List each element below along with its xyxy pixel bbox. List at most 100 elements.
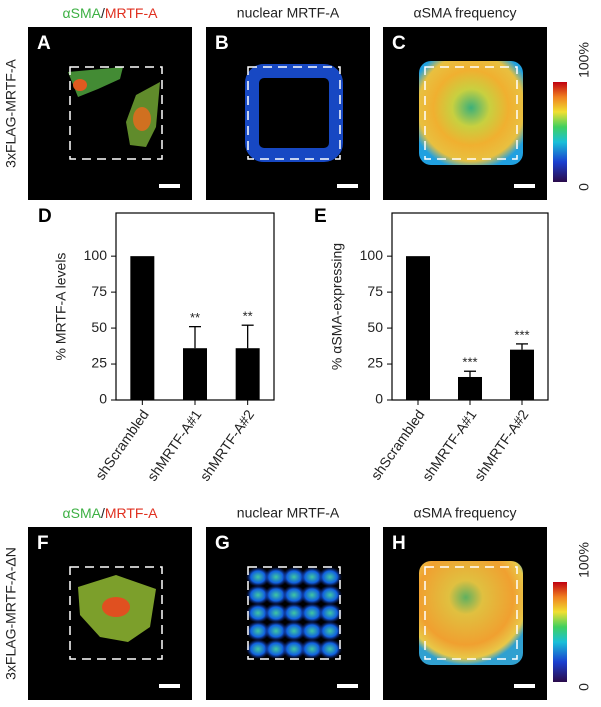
signal (300, 567, 324, 587)
signal (318, 567, 342, 587)
y-tick-label: 25 (91, 355, 107, 371)
signal (264, 603, 288, 623)
nucleus (73, 79, 87, 91)
signal (282, 603, 306, 623)
signal (246, 567, 270, 587)
micrograph (206, 27, 370, 200)
error-bar (241, 324, 254, 349)
signal (300, 585, 324, 605)
signal (245, 64, 343, 162)
signal (264, 621, 288, 641)
roi (69, 66, 163, 160)
image-title: αSMA frequency (413, 5, 516, 21)
panel-label: G (215, 533, 230, 554)
signal (300, 639, 324, 659)
significance: *** (514, 327, 529, 342)
error-bar (516, 343, 528, 350)
panel-label: F (37, 533, 49, 554)
signal (264, 585, 288, 605)
image-title: αSMA/MRTF-A (63, 5, 159, 21)
significance: *** (462, 355, 477, 370)
signal (300, 603, 324, 623)
signal (264, 567, 288, 587)
panel-label: D (38, 206, 52, 227)
y-axis-label: % MRTF-A levels (53, 253, 69, 361)
roi (424, 66, 518, 160)
bar (235, 348, 260, 400)
roi (69, 566, 163, 660)
signal (246, 603, 270, 623)
panel-label: E (314, 206, 327, 227)
error-bar (464, 370, 476, 377)
micrograph (28, 27, 192, 200)
title-part: MRTF-A (105, 5, 158, 21)
title-part: / (101, 5, 105, 21)
signal (264, 639, 288, 659)
signal (318, 585, 342, 605)
colorbar-label: 100% (576, 42, 592, 78)
signal (282, 567, 306, 587)
row-label: 3xFLAG-MRTF-A-ΔN (3, 547, 19, 680)
image-title: nuclear MRTF-A (237, 5, 340, 21)
x-tick-label: shScrambled (368, 407, 428, 483)
significance: ** (243, 309, 253, 324)
bar (183, 348, 207, 400)
x-tick-label: shMRTF-A#2 (471, 406, 532, 483)
signal (318, 621, 342, 641)
panel-label: C (392, 33, 406, 54)
roi (424, 566, 518, 660)
panel-label: B (215, 33, 229, 54)
y-tick-label: 0 (99, 391, 107, 407)
signal (246, 585, 270, 605)
bar (458, 376, 482, 400)
nucleus (102, 597, 130, 617)
bar (406, 256, 430, 400)
y-tick-label: 75 (367, 283, 383, 299)
y-tick-label: 50 (367, 319, 383, 335)
colorbar (553, 582, 567, 682)
roi (247, 566, 341, 660)
signal (318, 603, 342, 623)
image-title: αSMA frequency (413, 505, 516, 521)
colorbar-label: 0 (576, 183, 592, 191)
bar (130, 256, 155, 400)
signal (282, 639, 306, 659)
y-tick-label: 75 (91, 283, 107, 299)
title-part: / (101, 505, 105, 521)
panel-label: A (37, 33, 51, 54)
heatmap (419, 561, 523, 665)
image-title: nuclear MRTF-A (237, 505, 340, 521)
image-title: αSMA/MRTF-A (63, 505, 159, 521)
heatmap (419, 61, 523, 165)
error-bar (189, 325, 201, 349)
x-tick-label: shMRTF-A#1 (144, 406, 205, 483)
x-tick-label: shScrambled (92, 407, 152, 483)
bar (510, 349, 534, 400)
signal (318, 639, 342, 659)
title-part: αSMA (63, 505, 102, 521)
significance: ** (190, 310, 200, 325)
colorbar (553, 82, 567, 182)
title-part: αSMA (63, 5, 102, 21)
x-tick-label: shMRTF-A#1 (419, 406, 480, 483)
signal (246, 639, 270, 659)
nucleus (133, 107, 151, 131)
panel-label: H (392, 533, 406, 554)
signal (246, 621, 270, 641)
signal (282, 585, 306, 605)
y-tick-label: 50 (91, 319, 107, 335)
title-part: MRTF-A (105, 505, 158, 521)
y-tick-label: 25 (367, 355, 383, 371)
signal (300, 621, 324, 641)
roi (247, 66, 341, 160)
y-tick-label: 0 (375, 391, 383, 407)
y-tick-label: 100 (84, 247, 108, 263)
row-label: 3xFLAG-MRTF-A (3, 59, 19, 168)
colorbar-label: 0 (576, 683, 592, 691)
y-tick-label: 100 (360, 247, 384, 263)
x-tick-label: shMRTF-A#2 (196, 406, 257, 483)
y-axis-label: % αSMA-expressing (329, 243, 345, 370)
colorbar-label: 100% (576, 542, 592, 578)
signal (282, 621, 306, 641)
